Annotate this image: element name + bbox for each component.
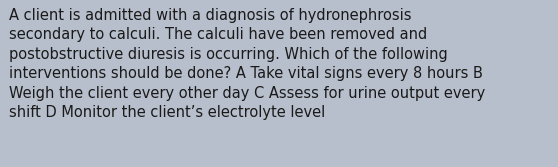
- Text: A client is admitted with a diagnosis of hydronephrosis
secondary to calculi. Th: A client is admitted with a diagnosis of…: [9, 8, 485, 120]
